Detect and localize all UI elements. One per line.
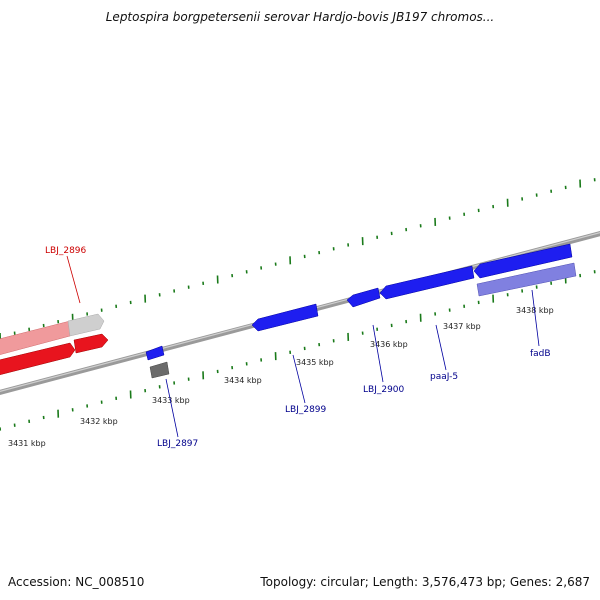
upper-tick-row — [0, 178, 596, 342]
tick-label: 3436 kbp — [370, 340, 408, 349]
gene-label-lbj-2900[interactable]: LBJ_2900 — [363, 385, 405, 395]
lower-tick-row — [0, 270, 596, 431]
forward-strand-genes — [0, 243, 573, 355]
label-leaders — [66, 255, 540, 438]
gene-fadb[interactable] — [476, 262, 577, 297]
tick-label: 3432 kbp — [80, 417, 118, 426]
gene-paaj-5[interactable] — [473, 243, 573, 279]
tick-label: 3431 kbp — [8, 439, 46, 448]
gene-lbj-2896-reverse-red-short[interactable] — [73, 333, 109, 354]
accession-text: Accession: NC_008510 — [8, 575, 145, 589]
gene-lbj-2896-forward-gray[interactable] — [67, 313, 105, 337]
gene-label-lbj-2897[interactable]: LBJ_2897 — [157, 439, 198, 449]
gene-label-paaj-5[interactable]: paaJ-5 — [430, 372, 458, 382]
tick-label: 3435 kbp — [296, 358, 334, 367]
tick-label: 3437 kbp — [443, 322, 481, 331]
gene-lbj-2899[interactable] — [251, 303, 319, 332]
map-title: Leptospira borgpetersenii serovar Hardjo… — [105, 10, 495, 24]
gene-lbj-2897-blue[interactable] — [145, 345, 165, 361]
gene-lbj-2900a[interactable] — [346, 287, 381, 308]
summary-text: Topology: circular; Length: 3,576,473 bp… — [260, 575, 590, 589]
tick-label: 3434 kbp — [224, 376, 262, 385]
gene-label-lbj-2899[interactable]: LBJ_2899 — [285, 405, 327, 415]
gene-lbj-2900[interactable] — [379, 265, 475, 300]
reverse-strand-genes — [0, 262, 577, 379]
gene-lbj-2896-reverse-red[interactable] — [0, 342, 76, 376]
gene-lbj-2897-gray[interactable] — [149, 361, 170, 379]
gene-label-lbj-2896[interactable]: LBJ_2896 — [45, 246, 87, 256]
gene-label-fadb[interactable]: fadB — [530, 349, 551, 359]
gene-labels: LBJ_2896 LBJ_2897 LBJ_2899 LBJ_2900 paaJ… — [45, 246, 551, 449]
